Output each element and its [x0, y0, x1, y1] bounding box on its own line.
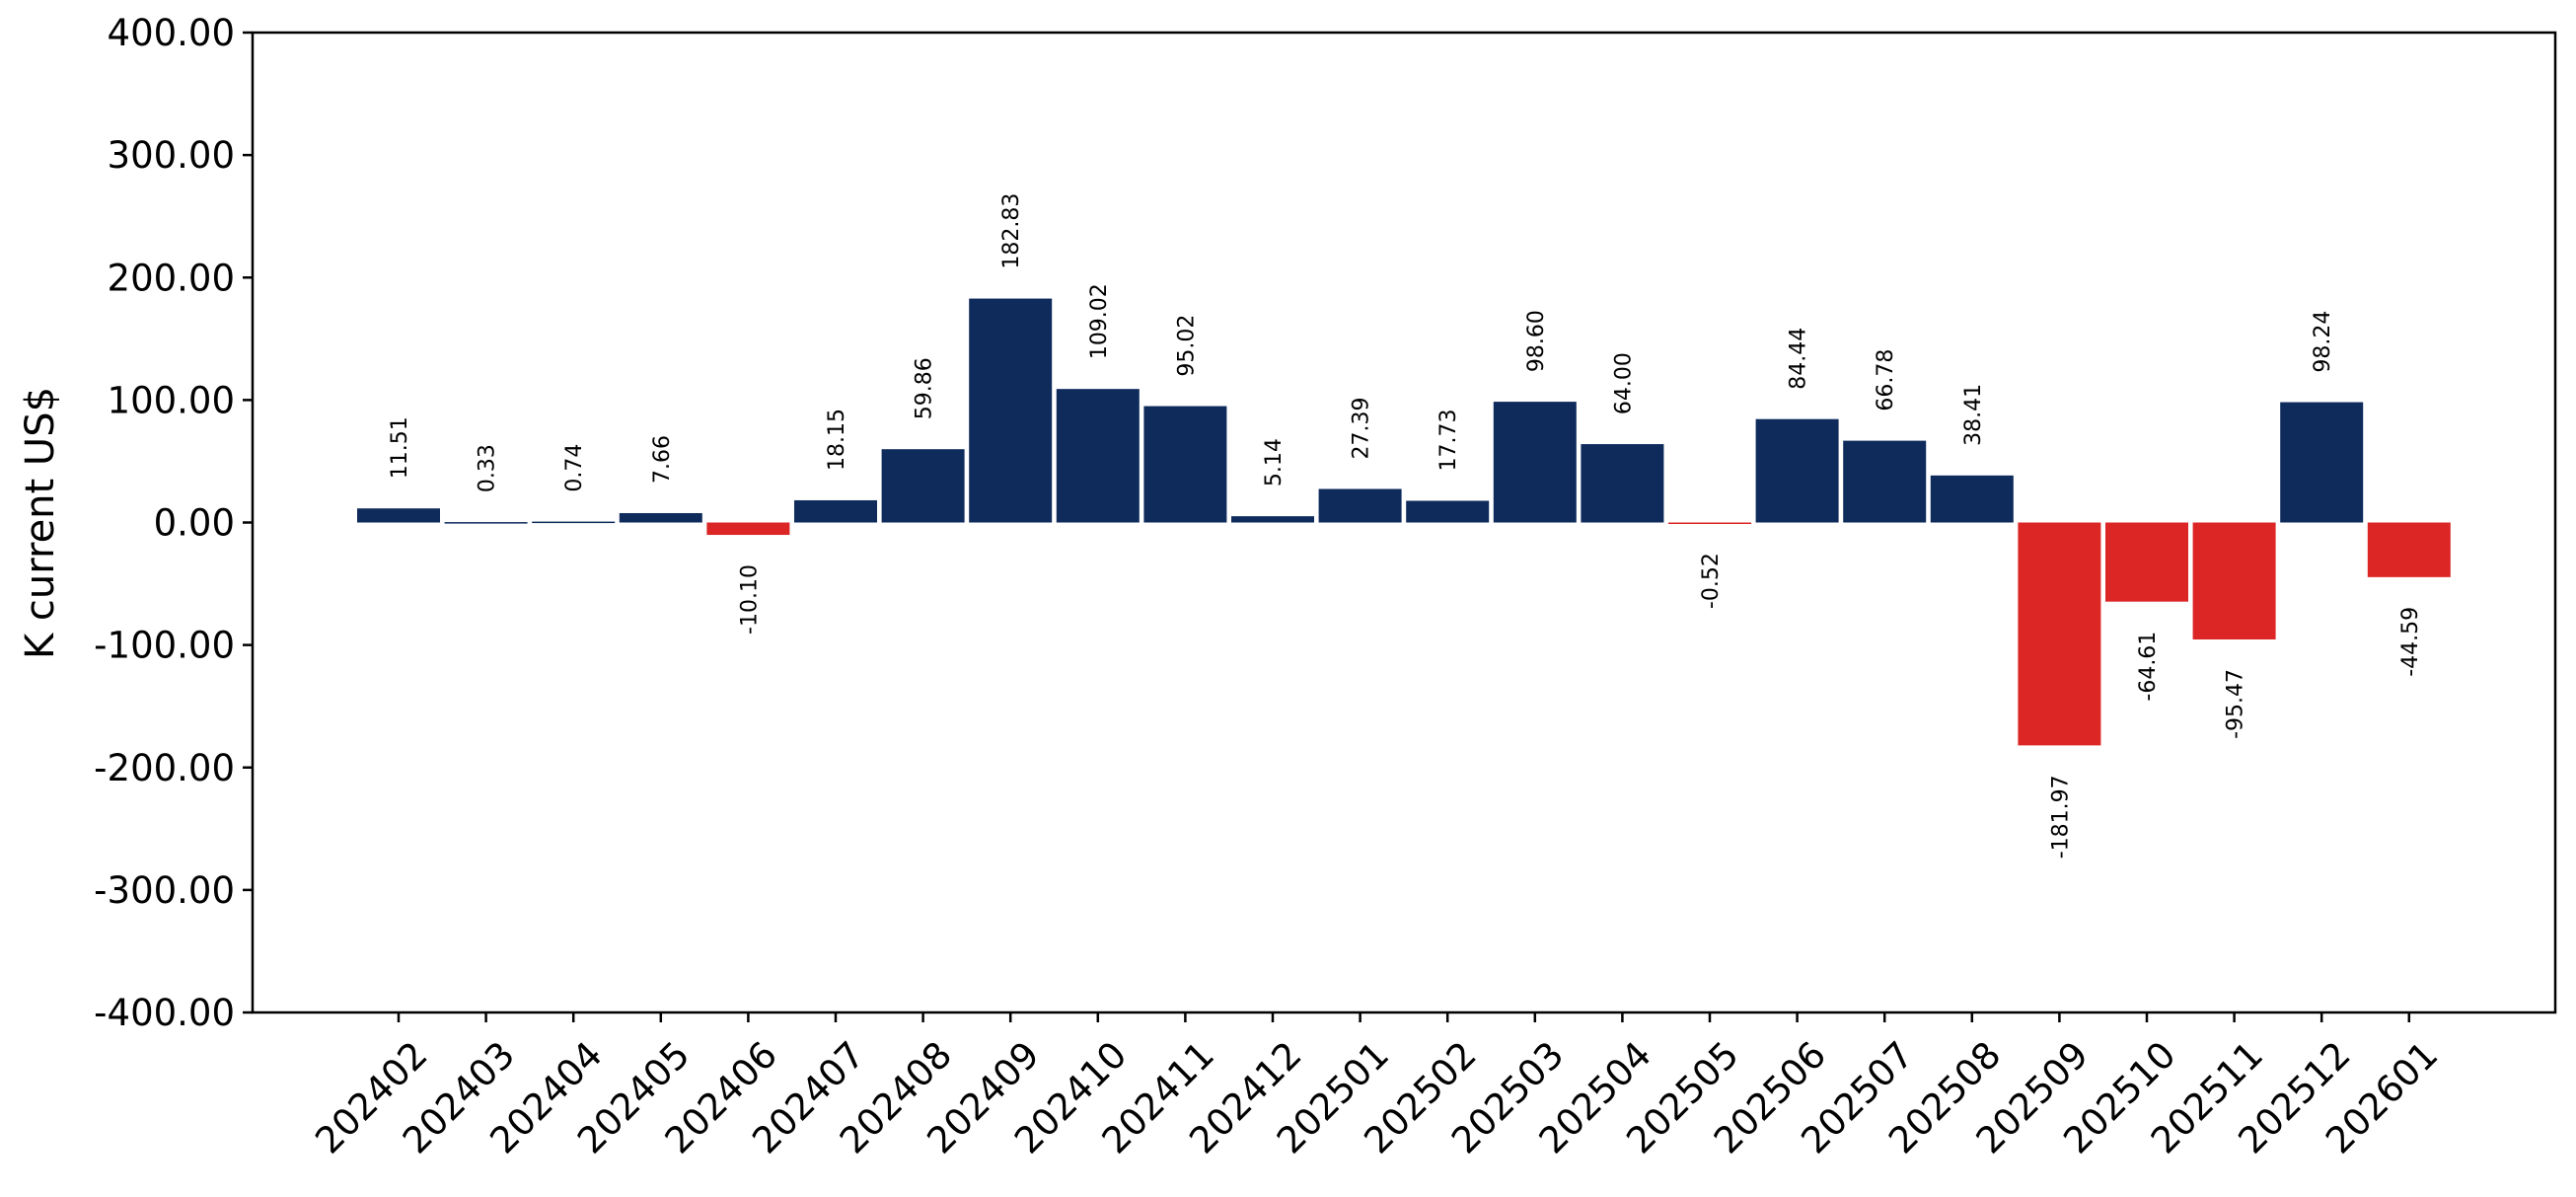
- bar: [2367, 522, 2451, 577]
- data-label: 98.24: [2311, 311, 2335, 373]
- data-label: 182.83: [999, 193, 1024, 269]
- y-tick-label: -300.00: [94, 869, 235, 912]
- bar: [357, 508, 440, 523]
- data-label: 27.39: [1350, 398, 1374, 460]
- data-label: 5.14: [1262, 438, 1287, 486]
- x-axis: 2024022024032024042024052024062024072024…: [307, 1012, 2446, 1161]
- y-tick-label: 100.00: [108, 379, 235, 421]
- bar: [2192, 522, 2276, 640]
- bars-layer: [357, 298, 2451, 746]
- data-label: -95.47: [2224, 669, 2248, 739]
- data-label: -64.61: [2136, 632, 2161, 702]
- bar: [706, 522, 790, 536]
- bar: [532, 521, 616, 524]
- data-label: 0.74: [562, 444, 587, 492]
- bar: [444, 522, 528, 524]
- data-label: 98.60: [1524, 310, 1549, 372]
- data-labels-layer: 11.51 0.33 0.74 7.66 -10.10 18.15 59.86 182.83 1…: [388, 193, 2423, 860]
- y-tick-label: 400.00: [108, 12, 235, 54]
- data-label: 59.86: [913, 357, 937, 419]
- bar: [1406, 500, 1490, 523]
- y-tick-label: 0.00: [154, 502, 235, 545]
- bar: [2018, 522, 2101, 746]
- bar: [1231, 516, 1314, 523]
- y-tick-label: -200.00: [94, 747, 235, 789]
- y-axis-title: K current US$: [18, 387, 63, 659]
- data-label: 84.44: [1787, 328, 1811, 390]
- bar: [1755, 418, 1839, 523]
- bar: [619, 512, 702, 523]
- y-tick-label: 200.00: [108, 257, 235, 299]
- bar: [1930, 475, 2014, 523]
- bar: [2105, 522, 2188, 602]
- y-tick-label: 300.00: [108, 134, 235, 177]
- data-label: -0.52: [1699, 553, 1724, 609]
- data-label: 18.15: [825, 409, 849, 471]
- bar: [1143, 406, 1227, 523]
- data-label: 11.51: [388, 416, 412, 479]
- data-label: 64.00: [1611, 352, 1636, 414]
- data-label: 7.66: [650, 435, 675, 484]
- y-axis: 400.00 300.00 200.00 100.00 0.00 -100.00 -200.…: [94, 12, 253, 1034]
- y-tick-label: -100.00: [94, 625, 235, 667]
- data-label: -10.10: [737, 564, 762, 635]
- bar: [1493, 402, 1577, 523]
- bar: [1056, 389, 1140, 523]
- y-tick-label: -400.00: [94, 992, 235, 1034]
- bar: [1668, 522, 1751, 524]
- bar: [1843, 440, 1927, 523]
- bar: [1581, 444, 1664, 523]
- data-label: 66.78: [1874, 349, 1898, 411]
- data-label: -181.97: [2048, 775, 2073, 859]
- bar: [794, 499, 877, 523]
- bar: [881, 449, 965, 523]
- data-label: 109.02: [1087, 283, 1112, 359]
- bar: [969, 298, 1053, 523]
- data-label: 95.02: [1174, 315, 1199, 377]
- data-label: 0.33: [476, 444, 500, 492]
- bar: [2280, 402, 2364, 523]
- data-label: 38.41: [1961, 384, 1986, 446]
- bar: [1318, 488, 1402, 523]
- data-label: -44.59: [2398, 607, 2423, 677]
- data-label: 17.73: [1436, 410, 1461, 472]
